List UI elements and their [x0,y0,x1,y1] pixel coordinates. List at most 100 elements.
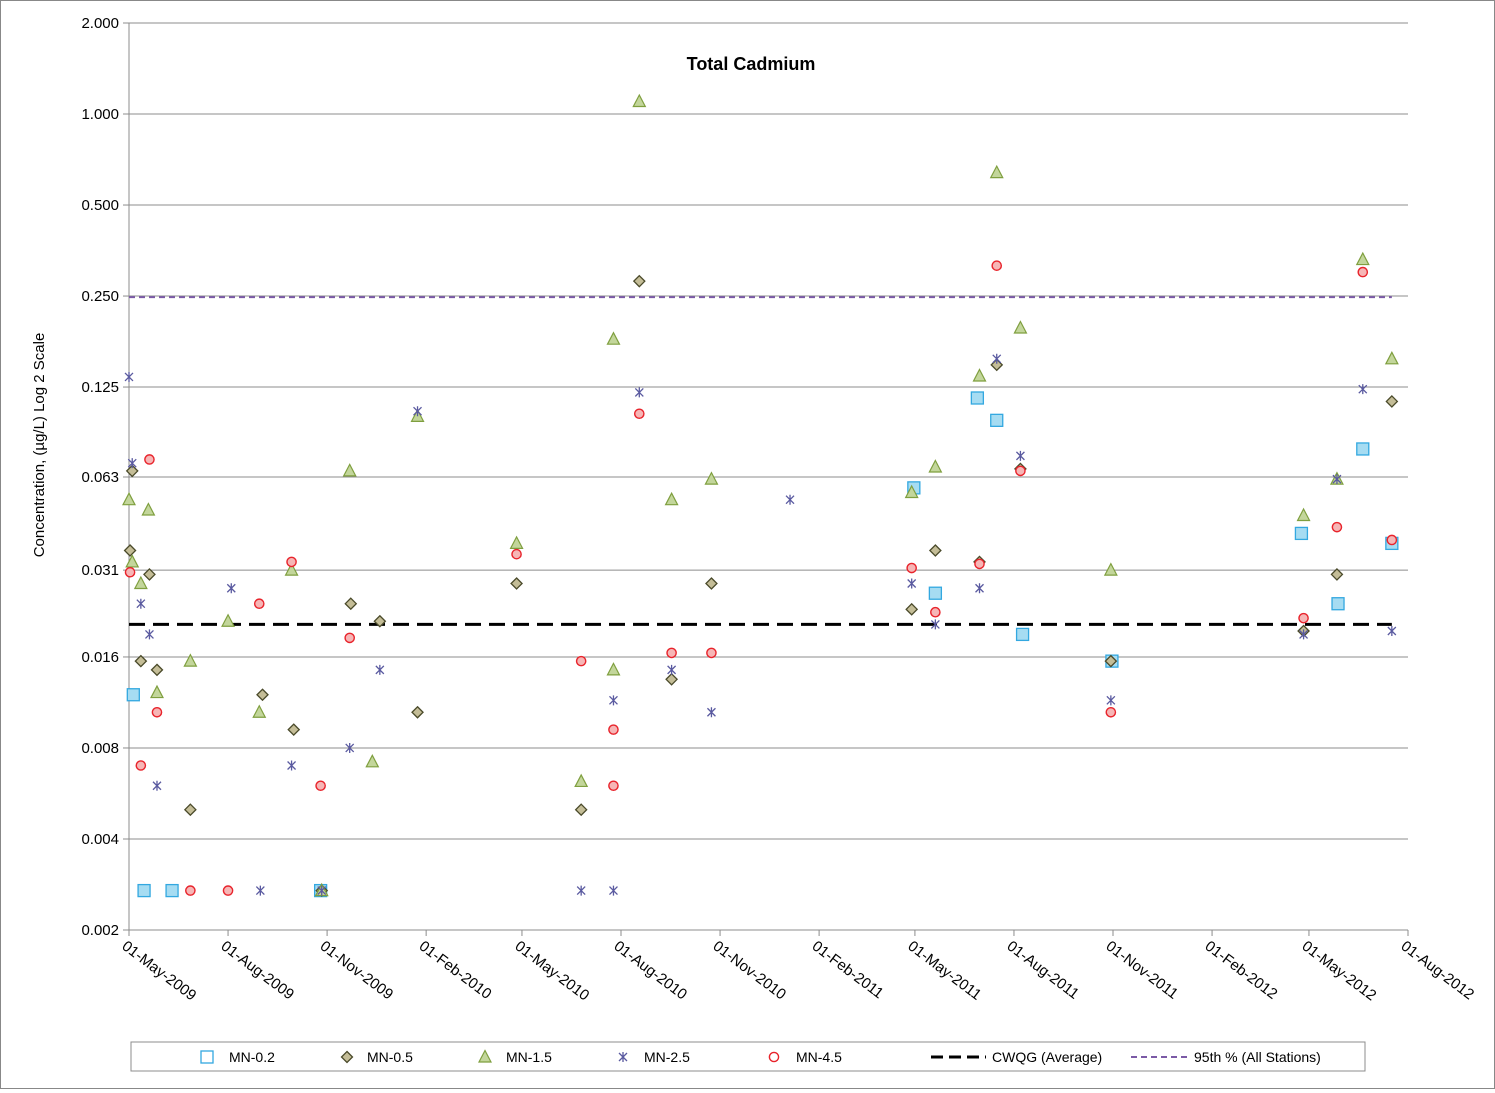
point-mn-2-5 [413,406,422,417]
point-mn-0-5 [373,614,387,628]
point-mn-4-5 [930,606,941,618]
point-mn-2-5 [1299,629,1309,640]
data-points [122,93,1399,898]
legend-marker-mn-1-5 [478,1049,492,1063]
point-mn-0-5 [510,577,523,590]
point-mn-2-5 [345,742,355,753]
point-mn-2-5 [667,664,677,675]
point-mn-0-5 [411,705,424,719]
legend-marker-mn-0-5 [340,1050,354,1064]
point-mn-1-5 [284,562,299,576]
x-tick-label: 01-Aug-2012 [1398,938,1478,1004]
point-mn-2-5 [706,707,716,718]
point-mn-1-5 [972,368,987,382]
legend-marker-mn-0-2 [200,1050,214,1064]
point-mn-0-5 [574,803,588,817]
x-tick-label: 01-May-2009 [119,938,200,1005]
point-mn-2-5 [136,598,146,609]
point-mn-2-5 [992,353,1002,364]
point-mn-2-5 [1332,474,1342,485]
legend-label-percentile-95: 95th % (All Stations) [1194,1049,1321,1065]
point-mn-1-5 [252,704,267,718]
point-mn-1-5 [1103,562,1118,576]
y-tick-label: 0.063 [81,469,119,486]
point-mn-0-5 [123,544,137,557]
point-mn-4-5 [124,566,136,578]
point-mn-4-5 [185,885,196,896]
point-mn-1-5 [125,554,140,568]
point-mn-0-5 [1104,654,1118,668]
point-mn-0-5 [287,723,301,737]
point-mn-2-5 [1358,384,1368,395]
point-mn-1-5 [150,684,164,699]
legend-label-mn-1-5: MN-1.5 [506,1049,552,1065]
point-mn-0-2 [1015,627,1030,642]
point-mn-4-5 [151,706,163,718]
point-mn-1-5 [365,754,380,768]
point-mn-1-5 [606,331,621,345]
x-tick-label: 01-Aug-2009 [218,938,298,1004]
legend-marker-mn-4-5 [768,1051,780,1063]
point-mn-2-5 [152,780,162,791]
point-mn-1-5 [1296,507,1311,522]
legend-marker-mn-2-5 [618,1052,628,1062]
legend-symbol-mn-1-5 [478,1049,492,1063]
y-tick-label: 0.016 [81,649,119,666]
point-mn-4-5 [974,558,985,570]
point-mn-0-5 [256,688,269,702]
point-mn-0-2 [1294,526,1309,541]
legend-label-mn-2-5: MN-2.5 [644,1049,690,1065]
point-mn-4-5 [634,408,645,420]
point-mn-1-5 [183,653,198,667]
point-mn-4-5 [991,260,1003,271]
legend-label-cwqg: CWQG (Average) [992,1049,1102,1065]
point-mn-1-5 [664,491,679,506]
chart-title: Total Cadmium [687,54,816,74]
x-tick-label: 01-Feb-2010 [416,938,495,1003]
point-mn-1-5 [509,535,524,549]
point-mn-4-5 [1298,612,1309,624]
point-mn-0-5 [632,274,646,288]
point-mn-4-5 [608,724,619,735]
point-mn-4-5 [608,780,619,792]
legend-box [130,1041,1366,1072]
point-mn-4-5 [1105,706,1117,718]
point-mn-0-5 [1385,395,1399,408]
y-tick-label: 0.008 [81,740,119,757]
legend-symbol-mn-4-5 [768,1051,780,1063]
point-mn-0-5 [928,544,942,557]
point-mn-4-5 [135,760,147,771]
point-mn-4-5 [511,548,522,560]
point-mn-0-2 [1356,442,1370,456]
point-mn-1-5 [632,93,647,108]
point-mn-0-5 [150,663,164,677]
point-mn-4-5 [1015,465,1026,477]
point-mn-0-2 [165,883,179,898]
point-mn-4-5 [1357,266,1369,278]
point-mn-0-5 [344,597,358,611]
point-mn-4-5 [344,632,356,644]
x-tick-label: 01-May-2011 [905,938,985,1004]
point-mn-2-5 [576,885,586,896]
legend-symbol-mn-0-2 [200,1050,214,1064]
point-mn-1-5 [989,164,1004,179]
legend-symbol-mn-2-5 [618,1052,628,1062]
point-mn-2-5 [785,494,795,505]
x-tick-label: 01-Nov-2009 [317,938,396,1004]
point-mn-1-5 [122,491,136,506]
point-mn-1-5 [1355,251,1370,266]
point-mn-2-5 [907,578,917,589]
point-mn-4-5 [144,454,155,465]
point-mn-2-5 [255,885,265,896]
point-mn-0-2 [928,586,943,600]
point-mn-2-5 [609,885,618,896]
y-tick-label: 0.002 [81,922,119,939]
point-mn-2-5 [144,629,154,640]
point-mn-2-5 [226,583,236,594]
point-mn-1-5 [574,773,589,788]
point-mn-1-5 [141,502,156,516]
point-mn-0-5 [905,602,919,616]
point-mn-1-5 [1013,320,1028,334]
point-mn-2-5 [375,664,385,675]
